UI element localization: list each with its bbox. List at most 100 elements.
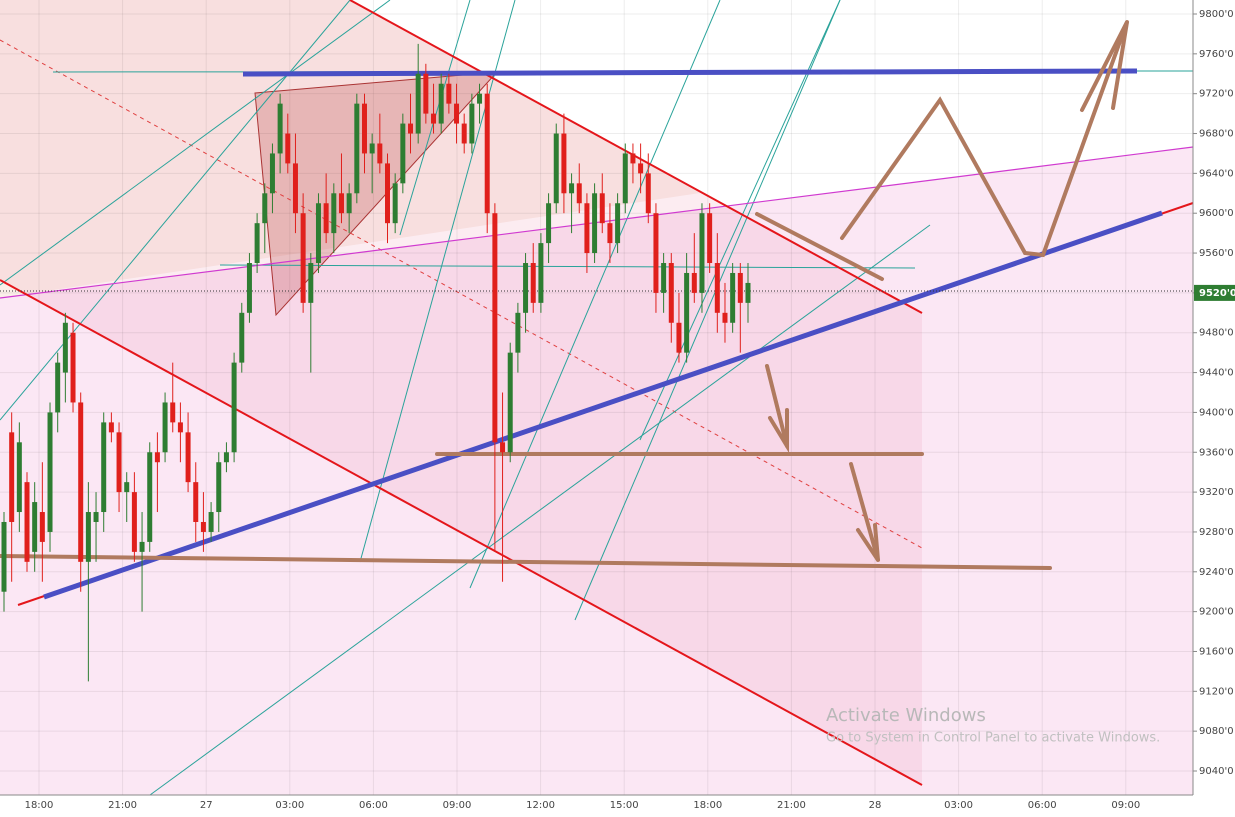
y-tick-label: 9120'0 — [1199, 686, 1234, 697]
y-tick-label: 9480'0 — [1199, 328, 1234, 339]
x-tick-label: 09:00 — [443, 800, 472, 811]
candle-body — [645, 173, 651, 214]
x-tick-label: 18:00 — [693, 800, 722, 811]
candle-body — [630, 153, 636, 164]
candle-body — [246, 263, 252, 313]
y-tick-label: 9240'0 — [1199, 567, 1234, 578]
y-tick-label: 9360'0 — [1199, 447, 1234, 458]
candle-body — [745, 282, 751, 303]
candle-body — [722, 312, 728, 323]
candle-body — [315, 203, 321, 264]
watermark-title: Activate Windows — [826, 705, 986, 726]
candle-body — [592, 193, 598, 254]
x-tick-label: 15:00 — [610, 800, 639, 811]
background-drawings — [0, 0, 1193, 795]
candle-body — [661, 263, 667, 293]
candle-body — [714, 263, 720, 313]
candle-body — [469, 103, 475, 144]
y-tick-label: 9680'0 — [1199, 129, 1234, 140]
watermark-text: Go to System in Control Panel to activat… — [826, 731, 1160, 746]
candle-body — [668, 263, 674, 323]
candle-body — [492, 213, 498, 443]
candle-body — [177, 422, 183, 433]
y-tick-label: 9440'0 — [1199, 368, 1234, 379]
candle-body — [200, 521, 206, 532]
candle-body — [185, 432, 191, 483]
candle-body — [385, 163, 390, 224]
candle-body — [553, 133, 559, 204]
candle-body — [515, 312, 521, 353]
y-tick-label: 9280'0 — [1199, 527, 1234, 538]
drawings — [0, 0, 1194, 796]
candle-body — [223, 452, 229, 463]
y-tick-label: 9600'0 — [1199, 208, 1234, 219]
y-tick-label: 9640'0 — [1199, 168, 1234, 179]
candle-body — [438, 83, 444, 124]
candle-body — [607, 223, 613, 244]
candle-body — [699, 213, 705, 293]
candle-body — [507, 352, 513, 453]
y-tick-label: 9560'0 — [1199, 248, 1234, 259]
x-tick-label: 06:00 — [1028, 800, 1057, 811]
candle-body — [78, 402, 84, 562]
price-axis — [1193, 0, 1235, 813]
candle-body — [415, 73, 421, 134]
candle-body — [737, 272, 743, 303]
candle-body — [615, 203, 621, 244]
candle-body — [300, 213, 306, 303]
candle-body — [622, 153, 628, 204]
candle-body — [523, 263, 529, 313]
candle-body — [454, 103, 460, 124]
x-tick-label: 06:00 — [359, 800, 388, 811]
y-tick-label: 9040'0 — [1199, 766, 1234, 777]
candle-body — [354, 103, 360, 194]
x-tick-label: 27 — [200, 800, 213, 811]
candle-body — [538, 243, 544, 303]
candle-body — [599, 193, 605, 224]
candle-body — [561, 133, 567, 194]
candle-body — [193, 482, 199, 522]
candle-body — [446, 83, 452, 104]
candle-body — [47, 412, 53, 532]
candle-body — [461, 123, 467, 144]
candle-body — [361, 103, 367, 154]
candle-body — [530, 263, 536, 303]
candle-body — [24, 482, 30, 562]
candle-body — [653, 213, 659, 293]
candle-body — [292, 163, 298, 214]
y-tick-label: 9200'0 — [1199, 607, 1234, 618]
x-tick-label: 18:00 — [25, 800, 54, 811]
candle-body — [1, 521, 7, 592]
candle-body — [70, 332, 76, 403]
y-tick-label: 9800'0 — [1199, 9, 1234, 20]
candle-body — [546, 203, 552, 244]
candle-body — [139, 541, 145, 552]
last-price-label: 9520'0 — [1199, 288, 1235, 299]
x-tick-label: 28 — [869, 800, 882, 811]
candle-body — [338, 193, 344, 214]
y-tick-label: 9160'0 — [1199, 646, 1234, 657]
axes: 9800'0 9760'0 9720'0 9680'0 9640'0 9600'0 9560… — [25, 9, 1235, 811]
candle-body — [691, 272, 697, 293]
candle-body — [584, 203, 590, 254]
candle-body — [216, 462, 222, 513]
candle-body — [85, 512, 91, 562]
candle-body — [16, 442, 22, 513]
candle-body — [400, 123, 406, 184]
candle-body — [162, 402, 168, 453]
candle-body — [124, 482, 130, 493]
candle-body — [392, 183, 398, 224]
candle-body — [9, 432, 15, 522]
candle-body — [108, 422, 114, 433]
candle-body — [576, 183, 582, 204]
candles — [1, 43, 751, 682]
x-tick-label: 21:00 — [777, 800, 806, 811]
candle-body — [707, 213, 713, 264]
candle-body — [331, 193, 337, 234]
y-tick-label: 9400'0 — [1199, 407, 1234, 418]
candle-body — [369, 143, 375, 154]
candle-body — [239, 312, 245, 363]
candle-body — [684, 272, 690, 353]
candle-body — [484, 93, 490, 214]
